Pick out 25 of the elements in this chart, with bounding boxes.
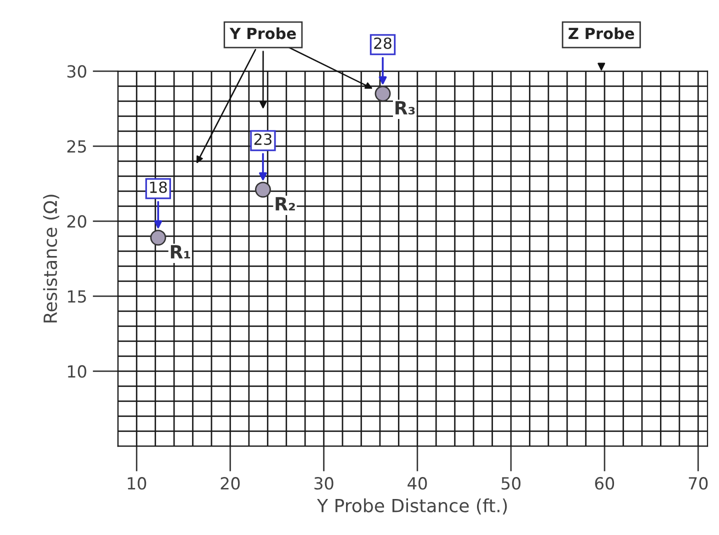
annotation: R₂: [276, 197, 295, 210]
y-tick-label: 25: [67, 140, 86, 153]
annotation: 18: [150, 181, 167, 194]
y-tick-label: 15: [68, 290, 86, 303]
annotation: R₃: [396, 101, 415, 115]
text: Y Probe: [230, 27, 296, 40]
point: [254, 182, 271, 198]
x-tick-label: 40: [408, 477, 427, 490]
y-tick-label: 10: [68, 365, 86, 378]
x-tick-label: 10: [128, 477, 146, 490]
y-axis-title: Resistance (Ω): [43, 194, 60, 322]
x-tick-label: 50: [502, 477, 520, 490]
annotation: R₁: [170, 245, 190, 258]
x-tick-label: 30: [314, 477, 334, 490]
point: [374, 86, 391, 102]
x-axis-title: Y Probe Distance (ft.): [316, 498, 507, 515]
x-tick-label: 60: [595, 477, 614, 490]
text: 28: [374, 37, 392, 50]
y-tick-label: 20: [67, 215, 86, 228]
point: [150, 230, 166, 246]
annotation: 23: [254, 133, 272, 146]
y-tick-label: 30: [67, 65, 86, 78]
text: Z Probe: [568, 27, 634, 40]
x-tick-label: 20: [220, 477, 240, 490]
x-tick-label: 70: [688, 477, 708, 490]
